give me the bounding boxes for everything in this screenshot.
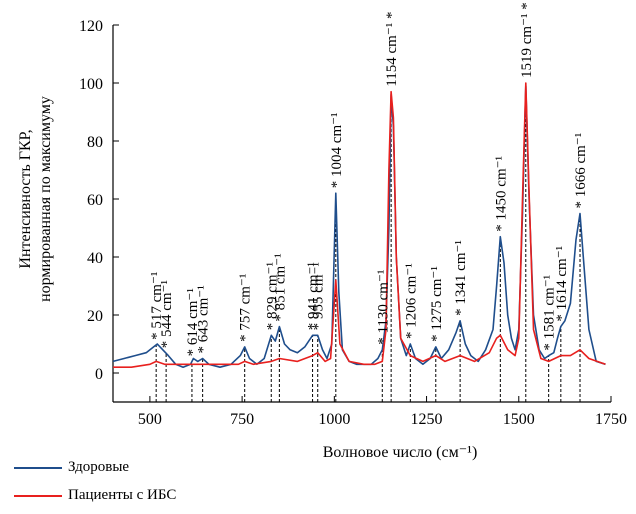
x-axis-label: Волновое число (см⁻¹) [323,444,478,461]
legend-item-healthy: Здоровые [14,459,129,476]
y-tick-label: 40 [87,250,103,267]
peak-label: * 643 cm⁻¹ [196,285,212,353]
peak-label: * 1614 cm⁻¹ [554,246,570,322]
legend-label-healthy: Здоровые [68,459,130,475]
peak-label: * 1450 cm⁻¹ [493,156,509,232]
peak-label: * 517 cm⁻¹ [149,272,165,340]
y-tick-label: 60 [87,192,103,209]
series-line-patients [113,82,606,368]
peak-label: * 1206 cm⁻¹ [403,263,419,339]
peak-labels: * 517 cm⁻¹* 544 cm⁻¹ * 614 cm⁻¹* 643 cm⁻¹… [149,2,589,356]
x-tick-label: 750 [230,411,254,428]
x-tick-label: 500 [138,411,162,428]
y-tick-label: 80 [87,134,103,151]
x-tick-label: 1250 [411,411,443,428]
peak-label: * 851 cm⁻¹ [272,253,288,321]
x-tick-label: 1000 [318,411,350,428]
peak-label: * 829 cm⁻¹ [264,262,280,330]
peak-label: * 1666 cm⁻¹ [573,133,589,209]
axes: 0 20 40 60 80 100 120 500 750 1000 1250 1500 1750 [79,18,627,428]
x-tick-label: 1750 [595,411,627,428]
peak-label: * 1341 cm⁻¹ [453,240,469,316]
y-tick-label: 100 [79,76,103,93]
peak-label: * 544 cm⁻¹ [159,280,175,348]
series-lines [112,82,606,368]
peak-label: * 1581 cm⁻¹ [542,275,558,351]
y-tick-label: 20 [87,308,103,325]
y-axis-label-line2: нормированная по максимуму [37,96,54,302]
y-axis-label-line1: Интенсивность ГКР, [17,129,34,268]
y-tick-label: 0 [95,366,103,383]
legend-swatch-healthy [14,466,62,469]
legend-item-patients: Пациенты с ИБС [14,487,176,504]
peak-label: * 1275 cm⁻¹ [429,266,445,342]
legend-swatch-patients [14,494,62,497]
legend-label-patients: Пациенты с ИБС [68,487,177,503]
peak-label: * 614 cm⁻¹ [185,288,201,356]
peak-label: 1154 cm⁻¹ * [384,12,400,87]
y-tick-label: 120 [79,18,103,35]
peak-label: * 1130 cm⁻¹ [375,270,391,345]
peak-markers [155,83,581,402]
peak-label: * 1004 cm⁻¹ [329,112,345,188]
peak-label: * 955 cm⁻¹ [311,262,327,330]
peak-label: * 757 cm⁻¹ [238,274,254,342]
peak-label: 1519 cm⁻¹ * [519,2,535,78]
peak-label: * 941 cm⁻¹ [306,262,322,330]
x-tick-label: 1500 [503,411,535,428]
